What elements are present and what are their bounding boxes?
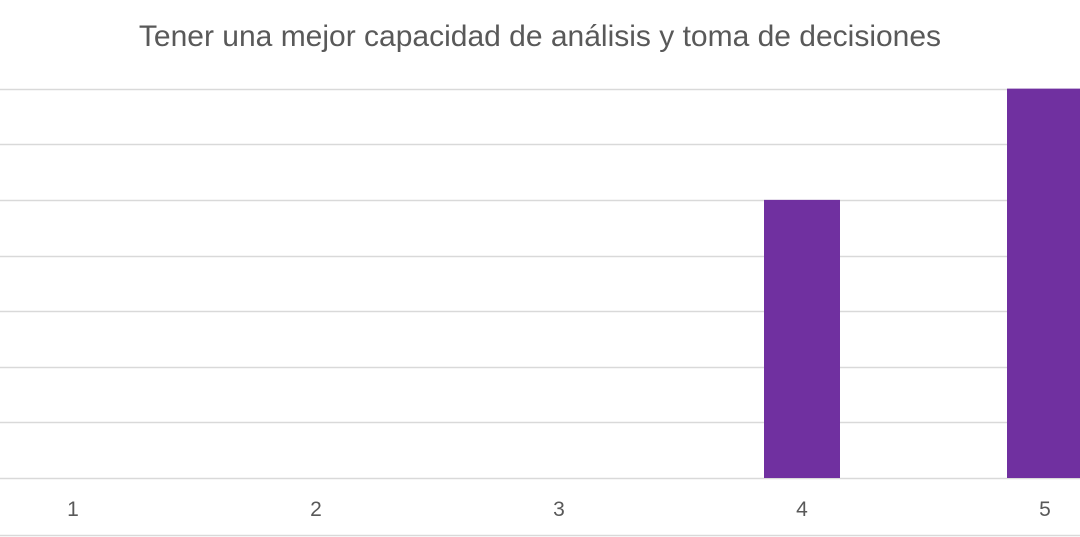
chart-title: Tener una mejor capacidad de análisis y … — [138, 20, 942, 53]
x-tick-label-2: 2 — [310, 498, 322, 521]
gridlines — [0, 88, 1080, 537]
x-tick-label-1: 1 — [67, 498, 79, 521]
bars — [764, 88, 1080, 478]
x-tick-label-4: 4 — [796, 498, 808, 521]
x-axis-tick-labels: 1 2 3 4 5 — [67, 498, 1051, 521]
bar-5 — [1007, 88, 1080, 478]
x-tick-label-5: 5 — [1039, 498, 1051, 521]
bar-4 — [764, 199, 840, 478]
x-tick-label-3: 3 — [553, 498, 565, 521]
